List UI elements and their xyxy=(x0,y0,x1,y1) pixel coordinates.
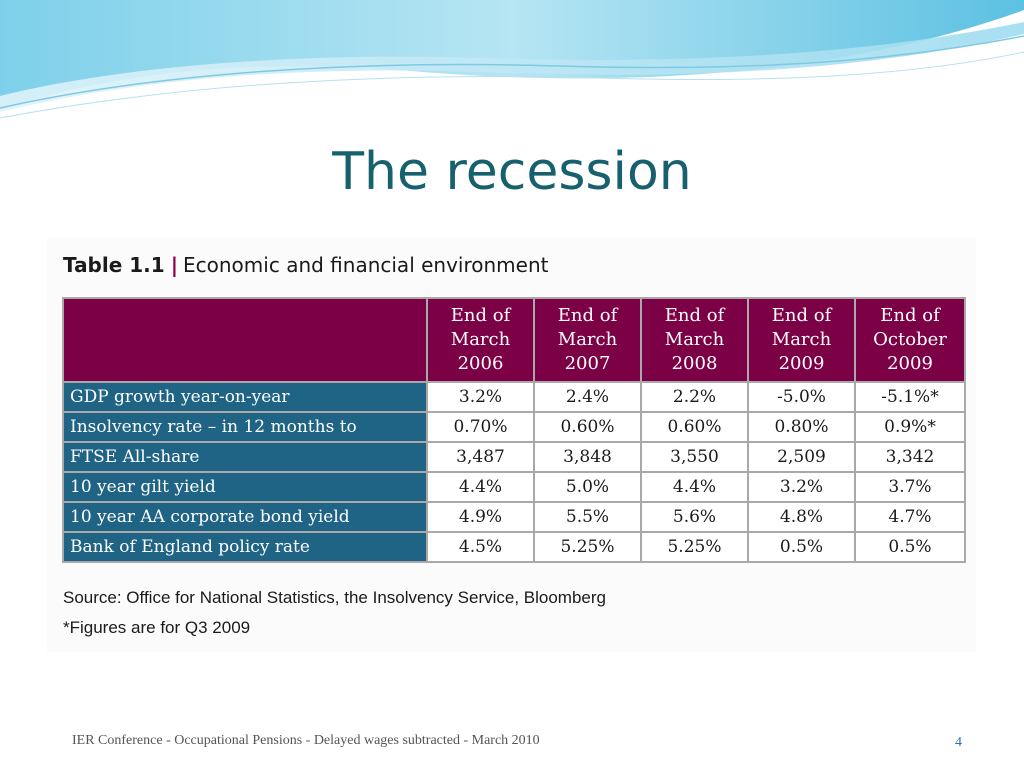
table-row: Insolvency rate – in 12 months to 0.70% … xyxy=(62,411,966,443)
table-heading-separator: | xyxy=(170,253,179,277)
economic-data-table: End of March 2006 End of March 2007 End … xyxy=(62,297,966,563)
footnote: *Figures are for Q3 2009 xyxy=(63,618,251,637)
table-cell: 2,509 xyxy=(747,441,856,473)
table-cell: 5.0% xyxy=(533,471,642,503)
row-label: GDP growth year-on-year xyxy=(62,381,428,413)
source-note: Source: Office for National Statistics, … xyxy=(63,588,606,607)
table-cell: 4.8% xyxy=(747,501,856,533)
column-header: End of October 2009 xyxy=(854,297,966,383)
table-cell: 5.5% xyxy=(533,501,642,533)
table-cell: 2.2% xyxy=(640,381,749,413)
table-cell: 0.5% xyxy=(854,531,966,563)
table-cell: 3.2% xyxy=(426,381,535,413)
row-label: Insolvency rate – in 12 months to xyxy=(62,411,428,443)
table-header-row: End of March 2006 End of March 2007 End … xyxy=(62,297,966,383)
table-row: FTSE All-share 3,487 3,848 3,550 2,509 3… xyxy=(62,441,966,473)
table-row: Bank of England policy rate 4.5% 5.25% 5… xyxy=(62,531,966,563)
table-cell: 4.9% xyxy=(426,501,535,533)
table-cell: 3,848 xyxy=(533,441,642,473)
row-label: 10 year AA corporate bond yield xyxy=(62,501,428,533)
table-number: Table 1.1 xyxy=(63,253,165,277)
table-cell: 0.70% xyxy=(426,411,535,443)
table-cell: 3,487 xyxy=(426,441,535,473)
table-row: 10 year gilt yield 4.4% 5.0% 4.4% 3.2% 3… xyxy=(62,471,966,503)
table-row: 10 year AA corporate bond yield 4.9% 5.5… xyxy=(62,501,966,533)
table-cell: 0.9%* xyxy=(854,411,966,443)
column-header: End of March 2006 xyxy=(426,297,535,383)
column-header: End of March 2007 xyxy=(533,297,642,383)
table-cell: 3.7% xyxy=(854,471,966,503)
table-cell: 5.25% xyxy=(640,531,749,563)
table-cell: -5.1%* xyxy=(854,381,966,413)
table-cell: 0.60% xyxy=(640,411,749,443)
table-cell: 0.60% xyxy=(533,411,642,443)
table-cell: 4.5% xyxy=(426,531,535,563)
slide-title: The recession xyxy=(332,142,692,202)
table-cell: 3,550 xyxy=(640,441,749,473)
table-cell: 3,342 xyxy=(854,441,966,473)
column-header: End of March 2008 xyxy=(640,297,749,383)
table-row: GDP growth year-on-year 3.2% 2.4% 2.2% -… xyxy=(62,381,966,413)
header-swoosh-decoration xyxy=(0,0,1024,119)
table-cell: 4.4% xyxy=(426,471,535,503)
table-caption: Economic and financial environment xyxy=(183,253,549,277)
table-cell: 5.25% xyxy=(533,531,642,563)
table-heading: Table 1.1 | Economic and financial environ… xyxy=(63,250,548,280)
page-number: 4 xyxy=(955,735,962,750)
table-cell: 4.4% xyxy=(640,471,749,503)
table-cell: 0.80% xyxy=(747,411,856,443)
table-cell: 2.4% xyxy=(533,381,642,413)
row-label: 10 year gilt yield xyxy=(62,471,428,503)
table-cell: 0.5% xyxy=(747,531,856,563)
footer-text: IER Conference - Occupational Pensions -… xyxy=(72,733,540,748)
table-cell: 4.7% xyxy=(854,501,966,533)
row-label: Bank of England policy rate xyxy=(62,531,428,563)
row-label: FTSE All-share xyxy=(62,441,428,473)
table-cell: 5.6% xyxy=(640,501,749,533)
table-cell: 3.2% xyxy=(747,471,856,503)
table-figure: Table 1.1 | Economic and financial environ… xyxy=(47,238,976,652)
column-header: End of March 2009 xyxy=(747,297,856,383)
header-blank-cell xyxy=(62,297,428,383)
table-cell: -5.0% xyxy=(747,381,856,413)
